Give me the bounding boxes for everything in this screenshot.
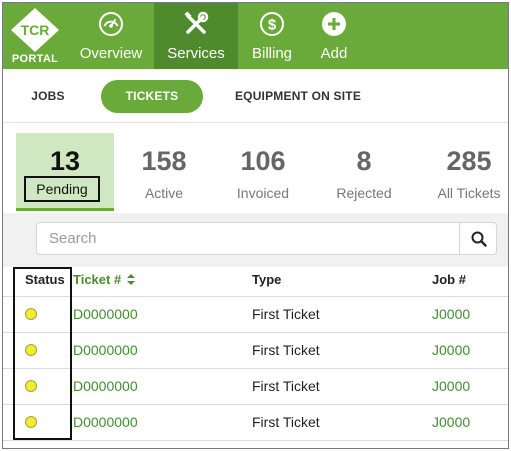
status-dot: [25, 344, 37, 356]
ticket-type: First Ticket: [252, 378, 320, 394]
status-dot: [25, 308, 37, 320]
sub-tabs: JOBS TICKETS EQUIPMENT ON SITE: [3, 69, 508, 123]
sort-icon: [126, 274, 135, 285]
table-row[interactable]: D0000000 First Ticket J0000: [3, 369, 508, 405]
job-link[interactable]: J0000: [432, 306, 471, 322]
stat-pending-label: Pending: [24, 176, 100, 202]
tab-equipment-on-site[interactable]: EQUIPMENT ON SITE: [234, 89, 362, 103]
stat-invoiced[interactable]: 106 Invoiced: [215, 133, 311, 211]
logo-diamond-icon: TCR: [11, 8, 59, 52]
nav-billing[interactable]: $ Billing: [239, 3, 305, 69]
ticket-link[interactable]: D0000000: [73, 342, 138, 358]
table-row[interactable]: D0000000 First Ticket J0000: [3, 297, 508, 333]
nav-services-label: Services: [167, 45, 225, 62]
tab-tickets[interactable]: TICKETS: [101, 80, 203, 113]
tcr-logo[interactable]: TCR PORTAL: [9, 7, 61, 65]
stat-active-label: Active: [144, 185, 184, 201]
stat-invoiced-label: Invoiced: [236, 185, 290, 201]
stat-active-value: 158: [141, 146, 187, 176]
gauge-icon: [99, 12, 123, 36]
top-nav: TCR PORTAL Overview Services: [3, 3, 508, 69]
table-header: Status Ticket # Type Job #: [3, 267, 508, 297]
stat-invoiced-value: 106: [240, 146, 286, 176]
job-link[interactable]: J0000: [432, 378, 471, 394]
search-button[interactable]: [459, 222, 497, 255]
svg-text:$: $: [268, 17, 277, 34]
ticket-link[interactable]: D0000000: [73, 306, 138, 322]
job-link[interactable]: J0000: [432, 342, 471, 358]
dollar-icon: $: [260, 12, 284, 36]
stat-all-tickets-value: 285: [446, 146, 492, 176]
nav-overview-label: Overview: [79, 45, 143, 62]
search-input[interactable]: [36, 222, 459, 255]
ticket-type: First Ticket: [252, 306, 320, 322]
nav-services[interactable]: Services: [154, 3, 238, 69]
ticket-link[interactable]: D0000000: [73, 378, 138, 394]
column-header-ticket-label: Ticket #: [73, 272, 122, 287]
search-bar: [3, 213, 508, 267]
ticket-type: First Ticket: [252, 414, 320, 430]
ticket-link[interactable]: D0000000: [73, 414, 138, 430]
column-header-job: Job #: [432, 272, 466, 287]
column-header-type: Type: [252, 272, 282, 287]
tab-jobs[interactable]: JOBS: [31, 89, 65, 103]
stat-rejected-value: 8: [356, 146, 372, 176]
nav-overview[interactable]: Overview: [69, 3, 153, 69]
stat-all-tickets[interactable]: 285 All Tickets: [421, 133, 508, 211]
status-dot: [25, 416, 37, 428]
table-row[interactable]: D0000000 First Ticket J0000: [3, 405, 508, 441]
table-row[interactable]: D0000000 First Ticket J0000: [3, 333, 508, 369]
stat-pending[interactable]: 13 Pending: [16, 133, 114, 211]
job-link[interactable]: J0000: [432, 414, 471, 430]
column-header-status: Status: [25, 272, 65, 287]
tools-icon: [184, 11, 209, 34]
nav-billing-label: Billing: [251, 45, 293, 62]
stat-pending-value: 13: [49, 146, 81, 176]
logo-portal-label: PORTAL: [11, 53, 59, 65]
logo-text: TCR: [21, 22, 50, 38]
stat-rejected-label: Rejected: [336, 185, 392, 201]
status-dot: [25, 380, 37, 392]
stat-rejected[interactable]: 8 Rejected: [317, 133, 411, 211]
stat-all-tickets-label: All Tickets: [437, 185, 501, 201]
ticket-stats: 13 Pending 158 Active 106 Invoiced 8 Rej…: [3, 123, 508, 219]
nav-add[interactable]: Add: [309, 3, 359, 69]
stat-active[interactable]: 158 Active: [117, 133, 211, 211]
search-icon: [471, 231, 487, 247]
plus-icon: [322, 12, 346, 36]
ticket-type: First Ticket: [252, 342, 320, 358]
nav-add-label: Add: [320, 45, 348, 62]
column-header-ticket[interactable]: Ticket #: [73, 267, 135, 297]
